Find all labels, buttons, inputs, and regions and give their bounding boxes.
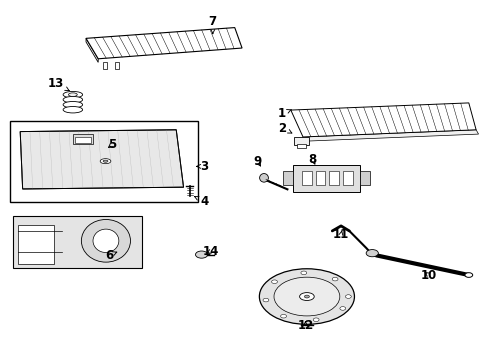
Ellipse shape — [313, 318, 318, 321]
Bar — [282, 171, 293, 185]
Text: 6: 6 — [104, 249, 117, 262]
Ellipse shape — [273, 277, 339, 316]
Text: 5: 5 — [107, 138, 116, 151]
Ellipse shape — [195, 251, 207, 258]
Bar — [75, 137, 91, 143]
Polygon shape — [303, 130, 478, 141]
Ellipse shape — [331, 277, 337, 281]
Text: 14: 14 — [203, 244, 219, 257]
Ellipse shape — [103, 160, 108, 162]
Ellipse shape — [339, 307, 345, 310]
Text: 10: 10 — [420, 269, 436, 282]
Ellipse shape — [259, 269, 354, 324]
Text: 7: 7 — [208, 15, 216, 33]
Polygon shape — [290, 103, 475, 137]
Bar — [18, 225, 54, 264]
Ellipse shape — [81, 220, 130, 262]
Bar — [342, 171, 352, 185]
Ellipse shape — [263, 298, 268, 302]
Bar — [359, 171, 369, 185]
Ellipse shape — [259, 174, 268, 182]
Ellipse shape — [464, 273, 472, 277]
Text: 13: 13 — [47, 77, 69, 91]
Bar — [315, 171, 325, 185]
Ellipse shape — [63, 96, 82, 103]
Ellipse shape — [300, 271, 306, 275]
Ellipse shape — [100, 159, 111, 164]
Text: 3: 3 — [196, 160, 208, 173]
Ellipse shape — [68, 93, 77, 96]
Bar — [13, 216, 142, 268]
Text: 4: 4 — [194, 195, 208, 208]
Bar — [294, 137, 308, 145]
Text: 12: 12 — [297, 319, 313, 332]
Bar — [103, 62, 107, 69]
Ellipse shape — [280, 314, 286, 318]
Bar — [73, 134, 93, 144]
Text: 8: 8 — [308, 153, 316, 166]
Bar — [115, 62, 119, 69]
Ellipse shape — [299, 293, 314, 301]
Ellipse shape — [63, 102, 82, 108]
Bar — [302, 171, 311, 185]
Ellipse shape — [63, 91, 82, 98]
Polygon shape — [86, 39, 98, 62]
Ellipse shape — [366, 249, 378, 257]
Bar — [329, 171, 338, 185]
Bar — [10, 121, 198, 202]
Polygon shape — [20, 130, 183, 189]
Text: 9: 9 — [253, 155, 261, 168]
Ellipse shape — [63, 107, 82, 113]
Ellipse shape — [304, 295, 309, 298]
Text: 1: 1 — [277, 107, 291, 120]
Ellipse shape — [93, 229, 119, 252]
Text: 2: 2 — [277, 122, 291, 135]
Bar — [296, 144, 306, 148]
Bar — [293, 165, 359, 192]
Polygon shape — [86, 28, 242, 59]
Ellipse shape — [271, 280, 277, 284]
Ellipse shape — [345, 295, 350, 298]
Text: 11: 11 — [332, 228, 348, 241]
